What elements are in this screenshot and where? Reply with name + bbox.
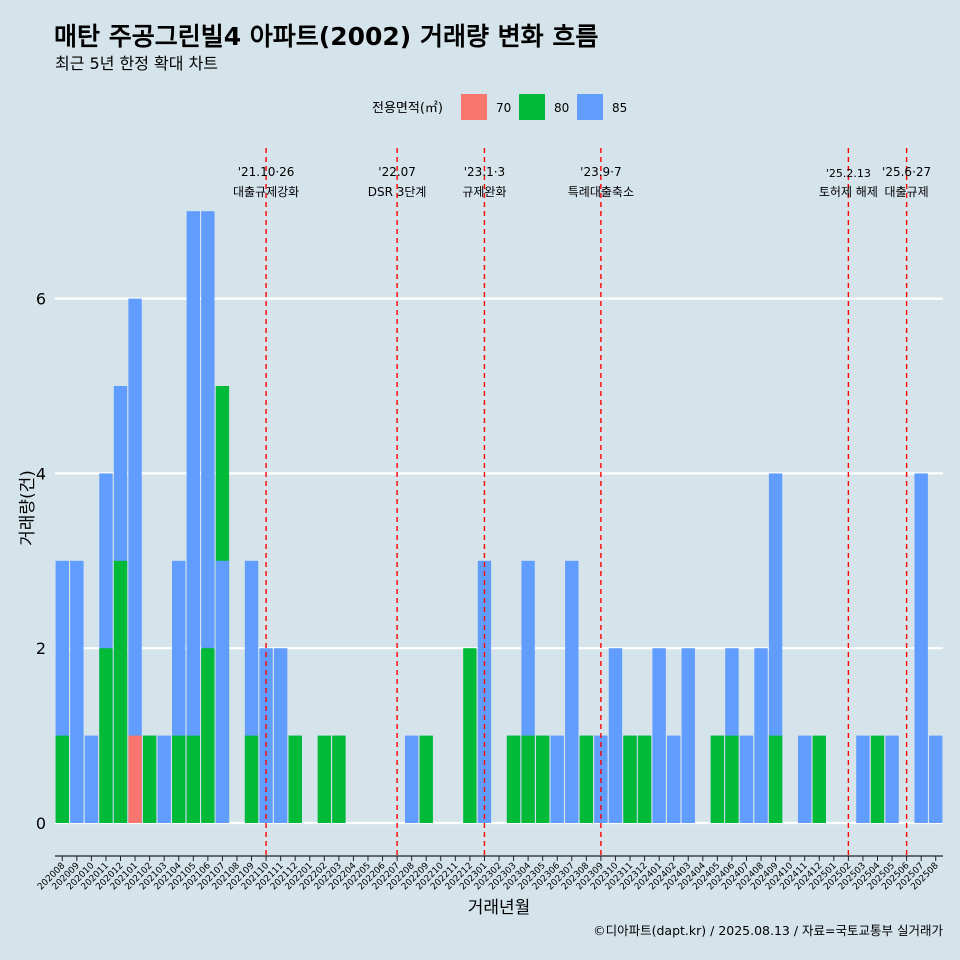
event-markers: '21.10·26 대출규제강화 '22.07 DSR 3단계 '23.1·3 규제완화 '… [233, 148, 931, 856]
bars [55, 211, 943, 824]
bar-85-202208 [404, 735, 419, 823]
bar-85-202507 [914, 473, 928, 823]
bar-80-202305 [535, 735, 550, 823]
event-date: '22.07 [378, 165, 416, 179]
y-axis-title: 거래량(건) [18, 470, 38, 546]
y-tick-label: 2 [36, 639, 46, 658]
bar-85-202105 [186, 211, 200, 823]
bar-85-202101 [128, 298, 142, 824]
bar-85-202505 [885, 735, 899, 823]
bar-80-202209 [419, 735, 433, 823]
bar-85-202009 [70, 560, 84, 823]
event-label: 규제완화 [462, 185, 506, 199]
bar-80-202012 [113, 560, 128, 823]
bar-85-202111 [273, 648, 288, 823]
bar-80-202312 [637, 735, 652, 823]
y-tick-label: 6 [36, 290, 46, 309]
bar-80-202406 [725, 735, 739, 823]
event-label: 특례대출축소 [568, 185, 634, 199]
bar-80-202409 [768, 735, 783, 823]
bar-85-202010 [84, 735, 99, 823]
bar-85-202508 [929, 735, 943, 823]
bar-80-202303 [506, 735, 521, 823]
event-label: DSR 3단계 [368, 185, 427, 199]
x-axis-title: 거래년월 [468, 898, 531, 918]
legend-swatch-80 [519, 94, 545, 120]
bar-80-202105 [186, 735, 200, 823]
bar-80-202109 [244, 735, 259, 823]
bar-80-202304 [521, 735, 535, 823]
bar-70-202101 [128, 735, 142, 823]
legend-label-80: 80 [554, 101, 569, 115]
bar-80-202008 [55, 735, 69, 823]
event-label: 대출규제강화 [233, 185, 299, 199]
y-tick-label: 4 [36, 464, 46, 483]
event-date: '23.1·3 [464, 165, 505, 179]
legend-title: 전용면적(㎡) [372, 101, 443, 116]
bar-85-202403 [681, 648, 695, 823]
bar-80-202106 [201, 648, 215, 823]
legend-swatch-85 [577, 94, 603, 120]
bar-80-202504 [870, 735, 885, 823]
event-date: '23.9·7 [580, 165, 621, 179]
event-date: '21.10·26 [238, 165, 295, 179]
bar-80-202212 [463, 648, 477, 823]
bar-80-202203 [332, 735, 346, 823]
legend-label-70: 70 [496, 101, 511, 115]
caption: ©디아파트(dapt.kr) / 2025.08.13 / 자료=국토교통부 실… [593, 923, 943, 938]
bar-80-202112 [288, 735, 302, 823]
event-date: '25.6·27 [882, 165, 931, 179]
y-axis-ticks: 0 2 4 6 [36, 290, 46, 833]
bar-80-202311 [623, 735, 637, 823]
bar-85-202103 [157, 735, 171, 823]
legend-swatch-70 [461, 94, 487, 120]
bar-80-202102 [142, 735, 157, 823]
bar-80-202011 [99, 648, 113, 823]
bar-85-202402 [666, 735, 681, 823]
event-label: 토허제 해제 [819, 185, 878, 199]
x-axis-ticks: 2020082020092020102020112020122021012021… [36, 856, 941, 892]
bar-85-202107 [215, 560, 230, 823]
chart-title: 매탄 주공그린빌4 아파트(2002) 거래량 변화 흐름 [54, 22, 598, 51]
legend-label-85: 85 [612, 101, 627, 115]
bar-85-202408 [754, 648, 768, 823]
event-label: 대출규제 [885, 185, 929, 199]
bar-85-202401 [652, 648, 666, 823]
bar-85-202407 [739, 735, 754, 823]
bar-80-202104 [172, 735, 186, 823]
bar-85-202307 [565, 560, 579, 823]
legend: 전용면적(㎡) 70 80 85 [372, 94, 627, 120]
bar-80-202202 [317, 735, 332, 823]
y-tick-label: 0 [36, 814, 46, 833]
chart-subtitle: 최근 5년 한정 확대 차트 [55, 54, 218, 73]
bar-80-202308 [579, 735, 594, 823]
event-date: '25.2.13 [826, 167, 871, 180]
bar-80-202412 [812, 735, 826, 823]
bar-85-202310 [608, 648, 623, 823]
bar-85-202503 [856, 735, 870, 823]
bar-85-202411 [798, 735, 812, 823]
bar-85-202306 [550, 735, 564, 823]
bar-80-202405 [710, 735, 725, 823]
